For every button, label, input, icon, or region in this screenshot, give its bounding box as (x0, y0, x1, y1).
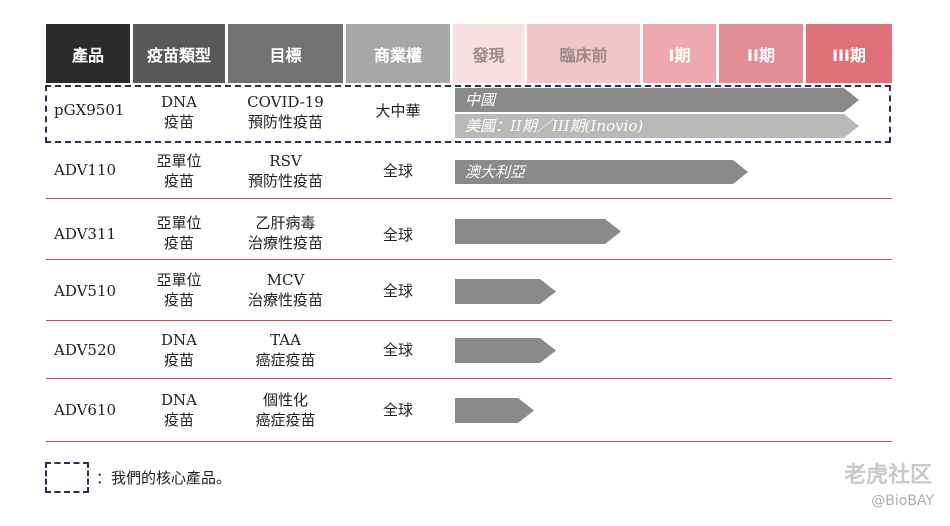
vaccine-type-line: 亞單位 (156, 271, 202, 289)
target-line: 癌症疫苗 (255, 411, 316, 429)
vaccine-type-line: DNA (161, 391, 197, 409)
commercial-rights: 全球 (382, 162, 413, 180)
commercial-rights: 全球 (382, 282, 413, 300)
progress-bar-label: 美國：II期／III期(Inovio) (465, 117, 644, 135)
target-line: RSV (269, 152, 302, 170)
vaccine-type-line: 疫苗 (163, 291, 194, 309)
target-line: COVID-19 (247, 93, 324, 111)
vaccine-type-line: 疫苗 (163, 113, 194, 131)
progress-bar (455, 279, 556, 304)
product-name: ADV311 (54, 225, 117, 243)
row-divider (46, 441, 892, 442)
header-commercial-rights: 商業權 (346, 24, 450, 83)
target: COVID-19 預防性疫苗 (228, 92, 343, 132)
progress-bar-label: 中國 (465, 91, 496, 109)
product-name: ADV520 (54, 341, 117, 359)
vaccine-type-line: DNA (161, 331, 197, 349)
vaccine-type-line: 疫苗 (163, 172, 194, 190)
row-divider (46, 320, 892, 321)
progress-bar-australia: 澳大利亞 (455, 160, 748, 184)
row-divider (46, 378, 892, 379)
vaccine-type-line: 疫苗 (163, 234, 194, 252)
vaccine-type-line: 疫苗 (163, 411, 194, 429)
target: 乙肝病毒 治療性疫苗 (228, 213, 343, 253)
header-product: 產品 (46, 24, 130, 83)
header-vaccine-type: 疫苗類型 (133, 24, 225, 83)
target-line: TAA (270, 331, 301, 349)
vaccine-type-line: 疫苗 (163, 351, 194, 369)
vaccine-type-line: 亞單位 (156, 214, 202, 232)
vaccine-type: DNA 疫苗 (133, 390, 225, 430)
target: TAA 癌症疫苗 (228, 330, 343, 370)
watermark-logo: 老虎社区 (843, 463, 932, 488)
progress-bar (455, 338, 556, 363)
vaccine-type: DNA 疫苗 (133, 92, 225, 132)
target: MCV 治療性疫苗 (228, 270, 343, 310)
commercial-rights: 全球 (382, 341, 413, 359)
target-line: 乙肝病毒 (255, 214, 316, 232)
target-line: 個性化 (262, 391, 308, 409)
product-name: ADV510 (54, 282, 117, 300)
legend-core-product-swatch (45, 462, 89, 493)
header-stage-discovery: 發現 (453, 24, 524, 83)
header-target: 目標 (228, 24, 343, 83)
commercial-rights: 全球 (382, 401, 413, 419)
header-stage-phase1: I期 (643, 24, 716, 83)
row-divider (46, 259, 892, 260)
header-stage-phase2: II期 (719, 24, 803, 83)
commercial-rights: 全球 (382, 226, 413, 244)
vaccine-type-line: DNA (161, 93, 197, 111)
legend-core-product-text: ：我們的核心產品。 (96, 469, 232, 487)
product-name: ADV610 (54, 401, 117, 419)
row-divider (46, 198, 892, 199)
target-line: 預防性疫苗 (247, 113, 323, 131)
progress-bar-us: 美國：II期／III期(Inovio) (455, 114, 859, 138)
header-stage-phase3: III期 (806, 24, 892, 83)
product-name: ADV110 (54, 161, 117, 179)
header-stage-preclinical: 臨床前 (527, 24, 640, 83)
commercial-rights: 大中華 (375, 102, 421, 120)
watermark-handle: @BioBAY (871, 493, 934, 509)
vaccine-type: 亞單位 疫苗 (133, 213, 225, 253)
target: RSV 預防性疫苗 (228, 151, 343, 191)
target-line: MCV (266, 271, 305, 289)
vaccine-type-line: 亞單位 (156, 152, 202, 170)
vaccine-type: 亞單位 疫苗 (133, 270, 225, 310)
target-line: 治療性疫苗 (247, 291, 323, 309)
product-name: pGX9501 (54, 101, 125, 119)
target-line: 治療性疫苗 (247, 234, 323, 252)
progress-bar-label: 澳大利亞 (465, 163, 526, 181)
target: 個性化 癌症疫苗 (228, 390, 343, 430)
progress-bar (455, 398, 534, 423)
core-product-highlight (45, 85, 891, 143)
vaccine-type: DNA 疫苗 (133, 330, 225, 370)
target-line: 預防性疫苗 (247, 172, 323, 190)
target-line: 癌症疫苗 (255, 351, 316, 369)
progress-bar-china: 中國 (455, 88, 859, 112)
vaccine-type: 亞單位 疫苗 (133, 151, 225, 191)
progress-bar (455, 219, 621, 244)
